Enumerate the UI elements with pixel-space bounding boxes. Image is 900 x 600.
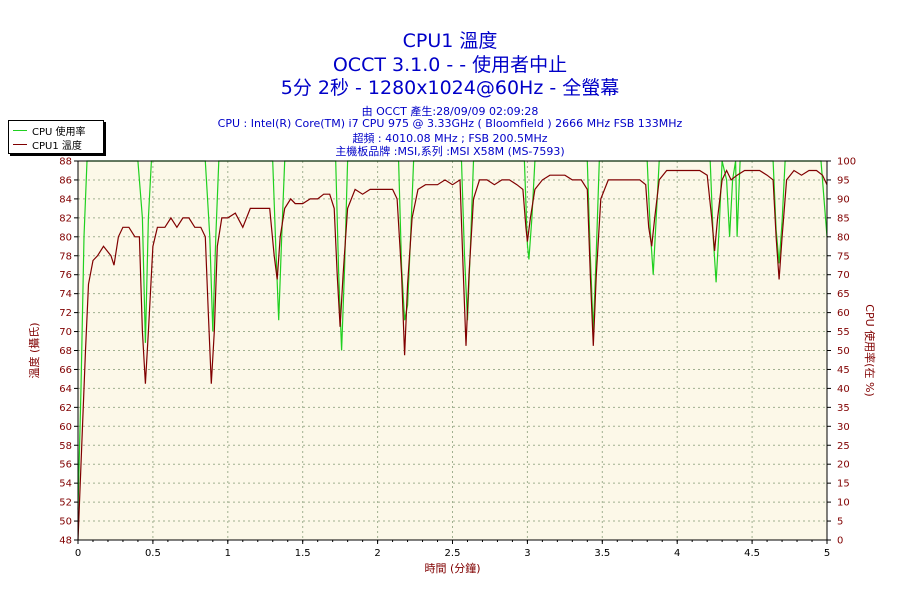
x-tick-label: 3	[524, 548, 530, 559]
x-axis-label: 時間 (分鐘)	[424, 561, 480, 575]
y-right-tick-label: 95	[837, 175, 850, 186]
y-right-tick-label: 75	[837, 251, 850, 262]
series-line-cpu-temp	[77, 169, 828, 541]
y-right-axis-label: CPU 使用率(在 %)	[863, 304, 877, 396]
y-right-tick-label: 15	[837, 479, 850, 490]
y-left-tick-label: 86	[59, 175, 72, 186]
legend-label-cpu-temp: CPU1 溫度	[32, 140, 82, 152]
y-left-tick-label: 82	[59, 213, 72, 224]
y-left-axis-label: 溫度 (攝氏)	[27, 322, 41, 378]
y-right-tick-label: 80	[837, 232, 850, 243]
y-right-tick-label: 40	[837, 384, 850, 395]
y-right-tick-label: 85	[837, 213, 850, 224]
y-left-tick-label: 68	[59, 346, 72, 357]
x-tick-label: 4.5	[744, 548, 760, 559]
info-overclock: 超頻 : 4010.08 MHz ; FSB 200.5MHz	[352, 132, 548, 145]
chart-subtitle-app: OCCT 3.1.0 - - 使用者中止	[332, 54, 568, 76]
y-right-tick-label: 100	[837, 157, 856, 168]
y-right-tick-label: 50	[837, 346, 850, 357]
chart-title: CPU1 溫度	[402, 30, 498, 52]
y-right-tick-label: 65	[837, 289, 850, 300]
info-cpu: CPU : Intel(R) Core(TM) i7 CPU 975 @ 3.3…	[217, 117, 683, 130]
y-left-tick-label: 74	[59, 289, 72, 300]
legend-item-cpu-temp: CPU1 溫度	[13, 137, 82, 152]
info-motherboard: 主機板品牌 :MSI,系列 :MSI X58M (MS-7593)	[335, 145, 565, 158]
x-tick-label: 4	[674, 548, 680, 559]
y-right-tick-label: 0	[837, 536, 843, 547]
y-right-tick-label: 5	[837, 517, 843, 528]
legend-label-cpu-usage: CPU 使用率	[32, 126, 86, 138]
y-left-tick-label: 48	[59, 536, 72, 547]
y-right-tick-label: 35	[837, 403, 850, 414]
legend-swatch-cpu-temp	[13, 143, 27, 145]
y-left-tick-label: 72	[59, 308, 72, 319]
y-right-tick-label: 10	[837, 498, 850, 509]
y-left-tick-label: 58	[59, 441, 72, 452]
plot-border	[77, 160, 828, 541]
x-tick-label: 2.5	[445, 548, 461, 559]
y-right-tick-label: 70	[837, 270, 850, 281]
y-right-tick-label: 25	[837, 441, 850, 452]
y-left-tick-label: 76	[59, 270, 72, 281]
y-left-tick-label: 84	[59, 194, 72, 205]
chart-subtitle-duration: 5分 2秒 - 1280x1024@60Hz - 全螢幕	[280, 77, 620, 99]
info-generated: 由 OCCT 產生:28/09/09 02:09:28	[361, 105, 539, 118]
y-left-tick-label: 80	[59, 232, 72, 243]
x-tick-label: 1.5	[295, 548, 311, 559]
y-left-tick-label: 78	[59, 251, 72, 262]
y-right-tick-label: 30	[837, 422, 850, 433]
y-right-tick-label: 20	[837, 460, 850, 471]
y-left-tick-label: 66	[59, 365, 72, 376]
y-left-tick-label: 52	[59, 498, 72, 509]
y-left-tick-label: 88	[59, 157, 72, 168]
y-left-tick-label: 54	[59, 479, 72, 490]
legend: CPU 使用率 CPU1 溫度	[8, 120, 104, 154]
y-left-tick-label: 56	[59, 460, 72, 471]
y-right-tick-label: 60	[837, 308, 850, 319]
x-tick-label: 0.5	[145, 548, 161, 559]
y-left-tick-label: 50	[59, 517, 72, 528]
x-tick-label: 1	[225, 548, 231, 559]
y-left-tick-label: 60	[59, 422, 72, 433]
x-tick-label: 2	[374, 548, 380, 559]
x-tick-label: 3.5	[594, 548, 610, 559]
x-tick-label: 0	[75, 548, 81, 559]
legend-item-cpu-usage: CPU 使用率	[13, 123, 86, 138]
y-right-tick-label: 90	[837, 194, 850, 205]
y-left-tick-label: 70	[59, 327, 72, 338]
y-right-tick-label: 55	[837, 327, 850, 338]
y-right-tick-label: 45	[837, 365, 850, 376]
legend-swatch-cpu-usage	[13, 129, 27, 131]
y-left-tick-label: 62	[59, 403, 72, 414]
y-left-tick-label: 64	[59, 384, 72, 395]
x-tick-label: 5	[824, 548, 830, 559]
